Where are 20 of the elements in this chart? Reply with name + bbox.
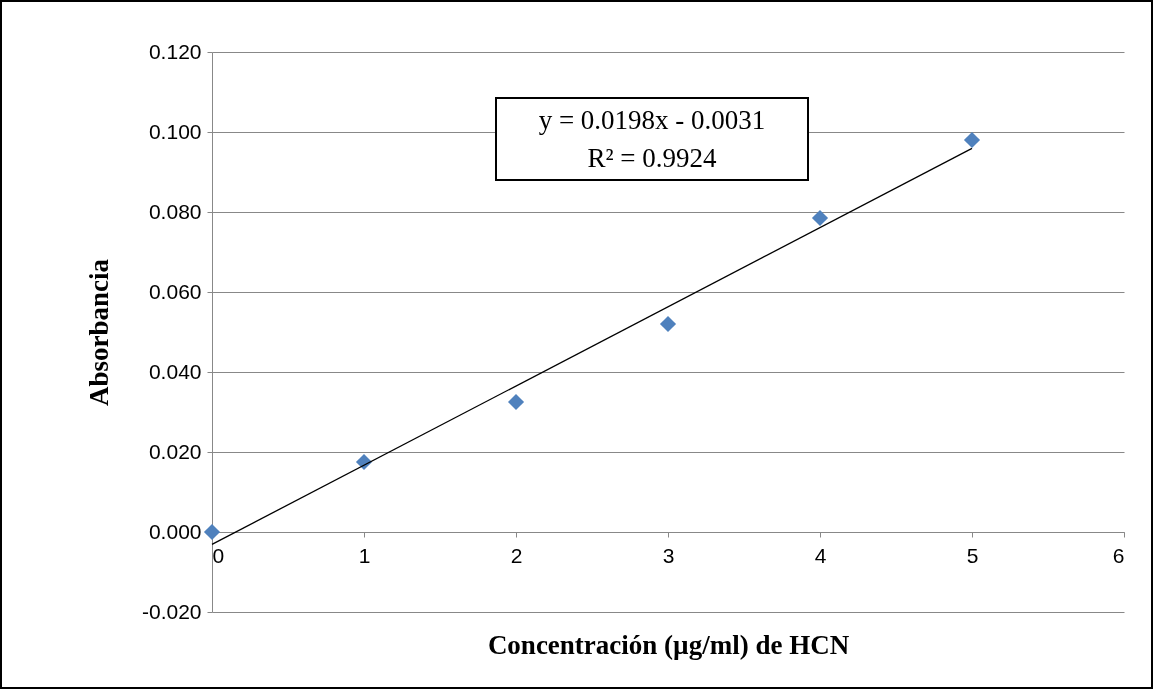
x-tick-label: 2 xyxy=(510,543,523,567)
y-tick-label: 0.120 xyxy=(148,39,202,63)
x-tick-label: 1 xyxy=(358,543,371,567)
equation-box: y = 0.0198x - 0.0031 R² = 0.9924 xyxy=(495,97,809,181)
y-tick-label: 0.020 xyxy=(148,439,202,463)
y-tick-label: 0.100 xyxy=(148,119,202,143)
annotation: R² = 0.9924 xyxy=(586,142,718,175)
x-tick-label: 0 xyxy=(212,543,225,567)
y-tick-label: 0.080 xyxy=(148,199,202,223)
y-tick-label: 0.040 xyxy=(148,359,202,383)
y-axis-title: Absorbancia xyxy=(83,258,114,407)
y-tick-label: 0.000 xyxy=(148,519,202,543)
annotation: y = 0.0198x - 0.0031 xyxy=(537,104,767,137)
y-tick-label: -0.020 xyxy=(141,599,202,623)
x-axis-title: Concentración (µg/ml) de HCN xyxy=(487,629,850,660)
x-tick-label: 4 xyxy=(814,543,827,567)
x-tick-label: 6 xyxy=(1112,543,1125,567)
x-tick-label: 3 xyxy=(662,543,675,567)
x-tick-label: 5 xyxy=(966,543,979,567)
y-tick-label: 0.060 xyxy=(148,279,202,303)
